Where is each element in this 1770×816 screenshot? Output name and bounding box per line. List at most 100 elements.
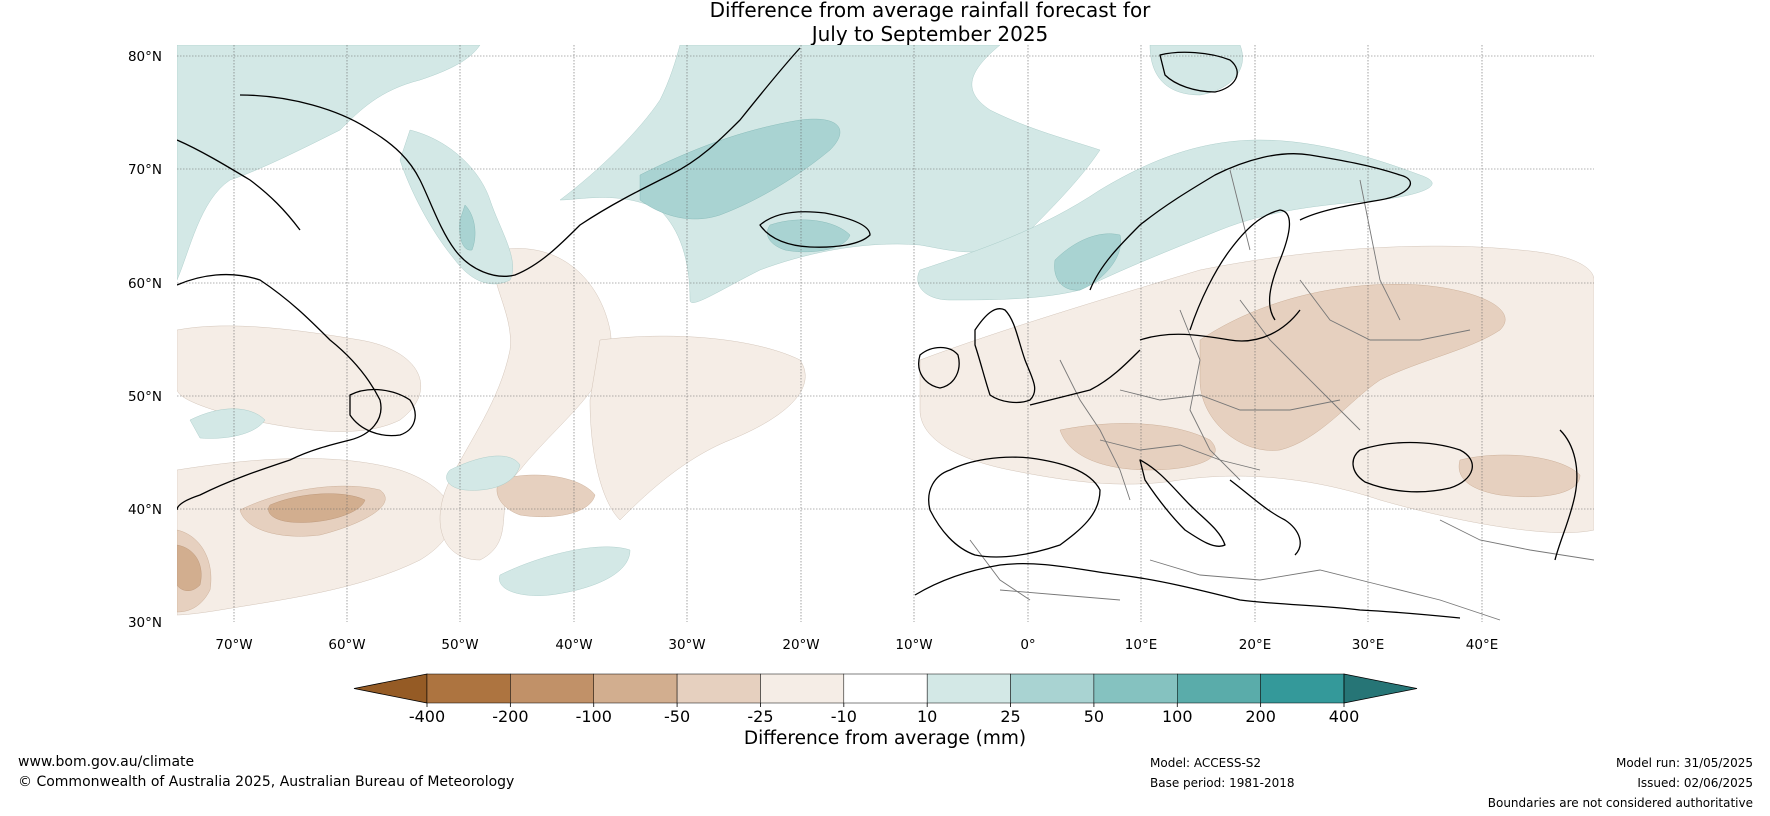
colorbar-extend-low xyxy=(353,673,428,704)
wet-anomaly-regions-mid xyxy=(459,118,1121,291)
newfoundland-coast xyxy=(349,388,416,437)
wet-region-greenland-sea xyxy=(559,45,1101,303)
colorbar-label: 50 xyxy=(1084,707,1104,726)
title-line-1: Difference from average rainfall forecas… xyxy=(709,0,1151,22)
wet-region-canaries xyxy=(499,546,631,596)
dry-mid-central-europe xyxy=(1059,423,1216,471)
colorbar-segment xyxy=(593,673,678,704)
wet-region-scandinavia xyxy=(917,139,1433,301)
colorbar-title: Difference from average (mm) xyxy=(743,728,1027,749)
sweden-finland-coast xyxy=(1189,209,1291,331)
colorbar-segment xyxy=(1093,673,1178,704)
latitude-label: 40°N xyxy=(128,502,162,518)
colorbar: -400 -200 -100 -50 -25 -10 10 25 50 100 200 400 xyxy=(353,673,1418,726)
wet-region-greenland-south xyxy=(399,129,513,285)
wet-region-azores xyxy=(446,455,521,491)
colorbar-label: 10 xyxy=(917,707,937,726)
colorbar-label: -25 xyxy=(747,707,773,726)
longitude-label: 40°E xyxy=(1466,637,1498,653)
dry-anomaly-regions-strong xyxy=(177,493,366,591)
colorbar-segment xyxy=(676,673,761,704)
wet-mid-greenland-inland xyxy=(459,204,476,251)
website-text: www.bom.gov.au/climate xyxy=(18,754,195,770)
longitude-label: 20°W xyxy=(782,637,819,653)
colorbar-segment xyxy=(510,673,594,704)
latitude-label: 30°N xyxy=(128,615,162,631)
colorbar-label: 25 xyxy=(1000,707,1020,726)
dry-mid-mid-atlantic xyxy=(496,474,596,517)
norway-coast xyxy=(1089,153,1412,291)
disclaimer-text: Boundaries are not considered authoritat… xyxy=(1487,796,1753,810)
colorbar-label: -100 xyxy=(576,707,612,726)
dry-mid-east-europe xyxy=(1199,284,1506,451)
model-run-text: Model run: 31/05/2025 xyxy=(1615,756,1753,770)
colorbar-segment xyxy=(760,673,845,704)
longitude-label: 30°E xyxy=(1352,637,1384,653)
latitude-label: 60°N xyxy=(128,276,162,292)
wet-mid-norway xyxy=(1054,233,1121,291)
colorbar-segment xyxy=(926,673,1011,704)
ireland-coast xyxy=(918,346,960,389)
colorbar-segment xyxy=(1177,673,1261,704)
longitude-label: 20°E xyxy=(1239,637,1271,653)
model-text: Model: ACCESS-S2 xyxy=(1150,756,1262,770)
colorbar-label: 200 xyxy=(1245,707,1276,726)
north-africa-coast xyxy=(914,563,1461,619)
dry-strong-atlantic xyxy=(268,493,366,523)
iceland-coast xyxy=(759,211,871,248)
issued-text: Issued: 02/06/2025 xyxy=(1637,776,1753,790)
colorbar-label: -10 xyxy=(831,707,857,726)
greenland-coast xyxy=(239,47,801,277)
labrador-coast xyxy=(177,273,382,511)
map-gridlines xyxy=(177,45,1594,622)
latitude-label: 80°N xyxy=(128,49,162,65)
dry-region-east-atlantic xyxy=(589,335,806,521)
iberia-coast xyxy=(928,456,1101,558)
british-isles-coast xyxy=(974,308,1036,404)
colorbar-segment xyxy=(1010,673,1095,704)
colorbar-label: -50 xyxy=(664,707,690,726)
latitude-labels: 80°N 70°N 60°N 50°N 40°N 30°N xyxy=(128,49,162,631)
caspian-coast xyxy=(1554,429,1578,561)
longitude-label: 70°W xyxy=(215,637,252,653)
colorbar-segment xyxy=(843,673,928,704)
wet-mid-east-greenland xyxy=(639,118,841,220)
dry-strong-subtropical xyxy=(177,544,202,591)
country-borders xyxy=(969,169,1594,621)
wet-region-labrador xyxy=(189,408,266,439)
longitude-label: 10°W xyxy=(895,637,932,653)
base-period-text: Base period: 1981-2018 xyxy=(1150,776,1295,790)
longitude-label: 10°E xyxy=(1125,637,1157,653)
longitude-label: 50°W xyxy=(441,637,478,653)
colorbar-extend-high xyxy=(1343,673,1418,704)
copyright-text: © Commonwealth of Australia 2025, Austra… xyxy=(18,774,515,790)
balkans-coast xyxy=(1229,479,1301,556)
colorbar-label: -200 xyxy=(492,707,528,726)
black-sea-coast xyxy=(1352,441,1473,493)
longitude-label: 40°W xyxy=(555,637,592,653)
title-line-2: July to September 2025 xyxy=(811,22,1049,46)
longitude-label: 0° xyxy=(1020,637,1035,653)
chart-title: Difference from average rainfall forecas… xyxy=(0,0,1770,46)
colorbar-label: 100 xyxy=(1162,707,1193,726)
colorbar-segment xyxy=(426,673,511,704)
wet-region-barents xyxy=(1149,45,1243,96)
coastlines xyxy=(177,47,1578,619)
colorbar-segment xyxy=(1260,673,1345,704)
colorbar-label: -400 xyxy=(409,707,445,726)
italy-coast xyxy=(1139,459,1226,547)
baltic-coast xyxy=(1139,309,1301,342)
map-plot-area xyxy=(177,45,1594,622)
dry-mid-turkey xyxy=(1458,454,1581,497)
europe-west-coast xyxy=(1029,349,1141,406)
wet-region-baffin xyxy=(177,45,481,281)
longitude-label: 60°W xyxy=(328,637,365,653)
longitude-label: 30°W xyxy=(668,637,705,653)
latitude-label: 70°N xyxy=(128,162,162,178)
colorbar-label: 400 xyxy=(1329,707,1360,726)
latitude-label: 50°N xyxy=(128,389,162,405)
longitude-labels: 70°W 60°W 50°W 40°W 30°W 20°W 10°W 0° 10°E 20°E 30… xyxy=(215,637,1498,653)
baffin-coast xyxy=(177,139,301,231)
wet-anomaly-regions xyxy=(177,45,1433,596)
